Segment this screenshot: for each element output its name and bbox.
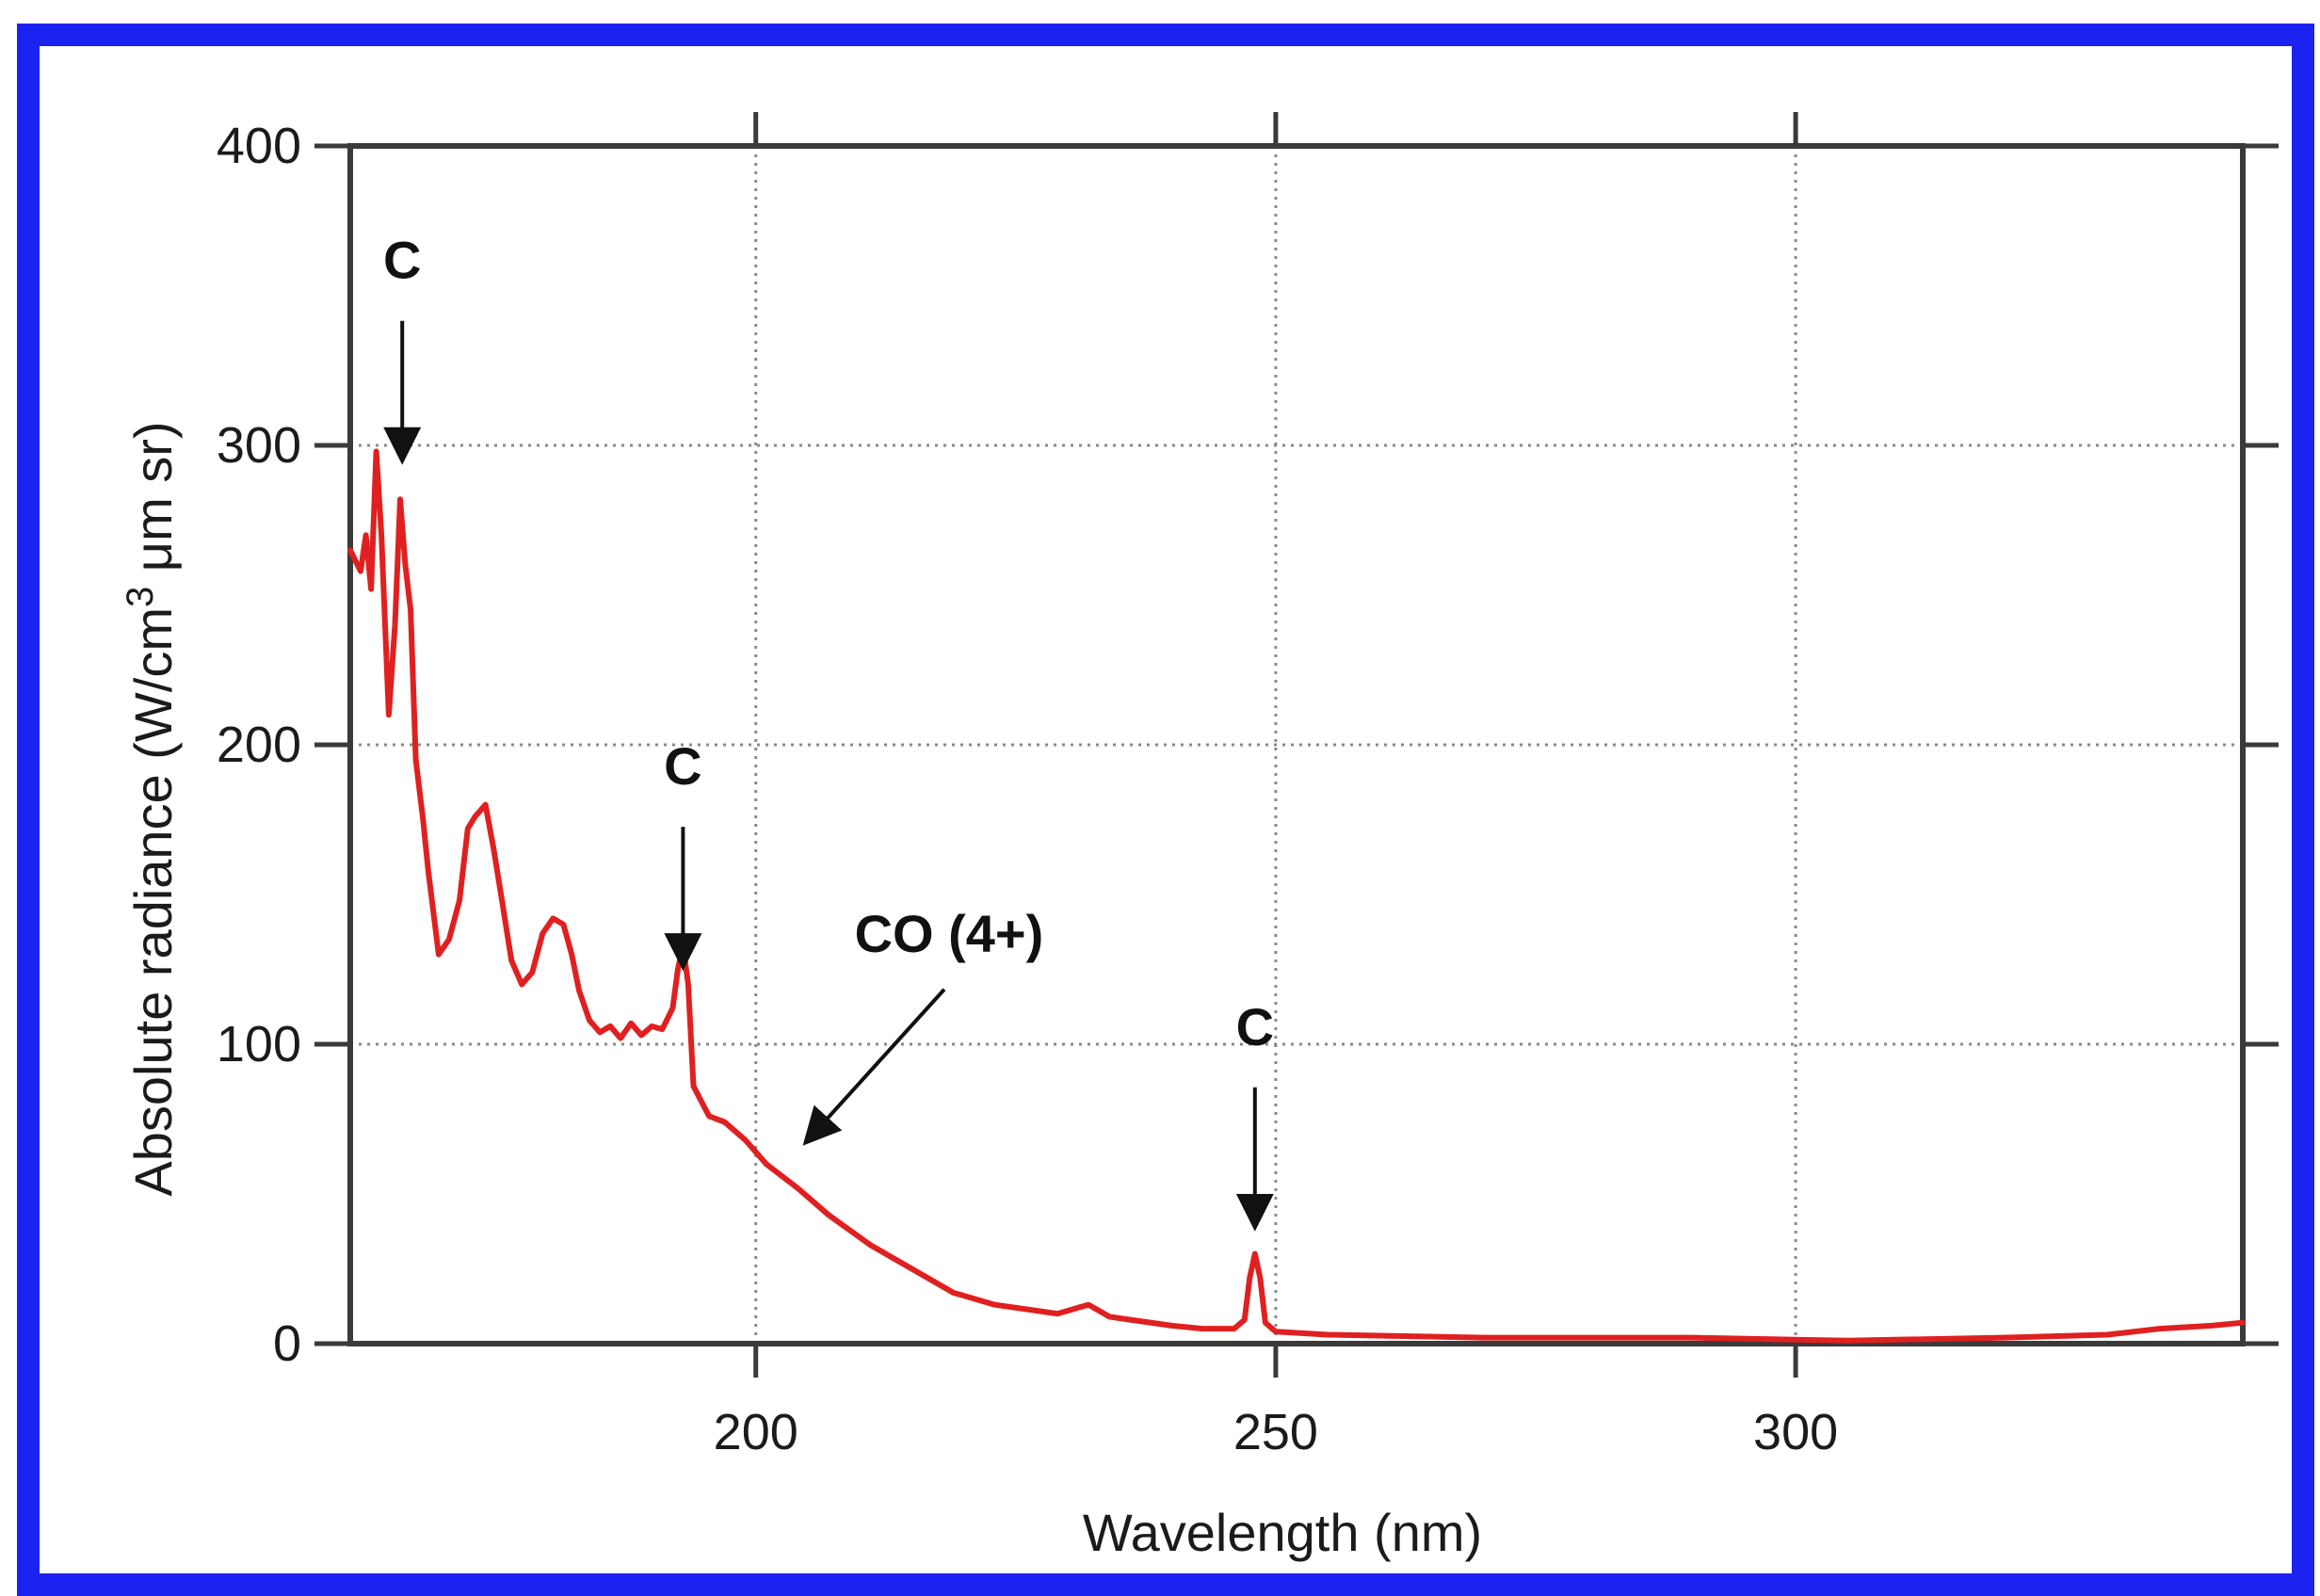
x-axis-title: Wavelength (nm) [1083, 1503, 1482, 1562]
plot-frame [347, 143, 2246, 1346]
annotation-label-1: C [664, 736, 701, 796]
x-tick-label-300: 300 [1753, 1404, 1838, 1460]
annotation-label-2: C [1236, 997, 1274, 1056]
y-axis-title-unit: μm sr) [123, 421, 183, 586]
labels-layer: Wavelength (nm) Absolute radiance (W/cm3… [120, 421, 1482, 1562]
annotation-label-0: C [383, 231, 421, 290]
annotation-layer: C C C CO (4+) [383, 231, 1274, 1232]
y-tick-label-400: 400 [217, 118, 301, 174]
grid-layer [350, 146, 2243, 1344]
chart-frame: 0 100 200 300 400 200 250 300 C C C CO (4+) Wavele… [17, 24, 2314, 1596]
y-axis-title-main: Absolute radiance (W/cm [123, 607, 183, 1197]
y-tick-label-0: 0 [273, 1315, 301, 1372]
y-tick-label-300: 300 [217, 417, 301, 474]
y-axis-title: Absolute radiance (W/cm3 μm sr) [120, 421, 183, 1196]
y-tick-label-100: 100 [217, 1016, 301, 1072]
annotation-label-3: CO (4+) [855, 904, 1044, 963]
annotation-arrow-3 [802, 988, 946, 1146]
y-axis-title-superscript: 3 [120, 587, 161, 607]
axes-layer: 0 100 200 300 400 200 250 300 [217, 112, 2279, 1460]
x-tick-label-200: 200 [714, 1404, 798, 1460]
y-tick-label-200: 200 [217, 717, 301, 773]
series-layer [347, 448, 2246, 1344]
chart-svg: 0 100 200 300 400 200 250 300 C C C CO (4+) Wavele… [120, 112, 2279, 1562]
x-tick-label-250: 250 [1233, 1404, 1318, 1460]
series-line-0 [347, 448, 2246, 1344]
